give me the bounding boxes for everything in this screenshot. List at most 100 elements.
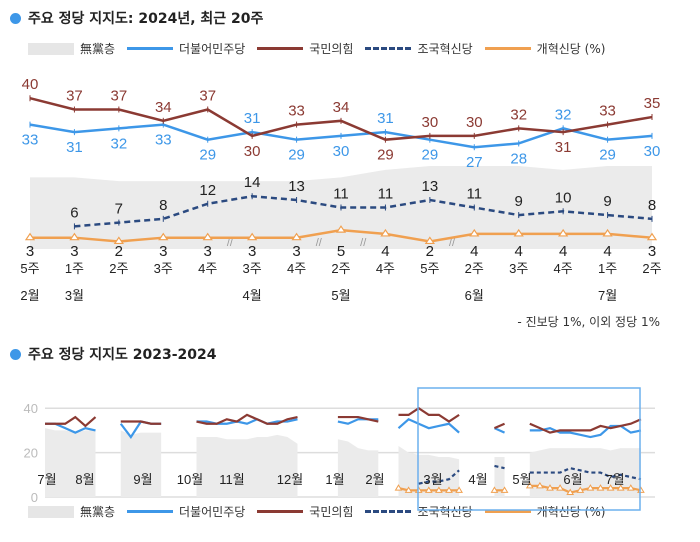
- data-point-triangle: [525, 481, 534, 489]
- data-label: 32: [510, 106, 527, 123]
- data-label: 2: [426, 243, 434, 260]
- x-tick-label: 4주: [287, 261, 306, 276]
- data-label: 29: [377, 147, 394, 164]
- title-text: 주요 정당 지지도 2023-2024: [28, 347, 217, 363]
- data-point-triangle: [69, 232, 80, 241]
- data-label: 6: [70, 204, 78, 221]
- data-label: 33: [599, 103, 616, 120]
- legend-label: 개혁신당 (%): [536, 505, 606, 519]
- data-label: 3: [292, 243, 300, 260]
- x-tick-label: 3주: [243, 261, 262, 276]
- data-point-triangle: [558, 228, 569, 237]
- legend-label: 개혁신당 (%): [536, 42, 606, 56]
- data-label: 30: [644, 143, 661, 160]
- legend-item: 국민의힘: [257, 40, 353, 57]
- legend-label: 더불어민주당: [179, 505, 246, 519]
- data-label: 29: [288, 147, 305, 164]
- data-label: 3: [26, 243, 34, 260]
- data-point-triangle: [380, 228, 391, 237]
- legend-top: 無黨층 더불어민주당 국민의힘 조국혁신당 개혁신당 (%): [28, 40, 617, 57]
- title-text: 주요 정당 지지도: 2024년, 최근 20주: [28, 11, 264, 27]
- x-tick-label: 1주: [65, 261, 84, 276]
- data-label: 3: [70, 243, 78, 260]
- data-point-triangle: [616, 484, 625, 491]
- data-label: 4: [559, 243, 567, 260]
- axis-break-mark: //: [227, 237, 234, 249]
- legend-swatch: [28, 42, 74, 55]
- data-point-triangle: [556, 484, 564, 491]
- data-point-triangle: [513, 228, 524, 237]
- legend-item: 無黨층: [28, 40, 115, 57]
- series-line-ppp: [529, 418, 642, 434]
- data-label: 30: [333, 143, 350, 160]
- month-label: 3월: [423, 472, 442, 487]
- data-label: 37: [199, 88, 216, 105]
- legend-swatch: [127, 47, 174, 50]
- independents-area: [337, 439, 379, 497]
- data-label: 4: [603, 243, 611, 260]
- data-point-triangle: [566, 488, 575, 496]
- legend-swatch: [257, 47, 304, 50]
- data-point-triangle: [576, 486, 585, 493]
- x-tick-label: 1주: [598, 261, 617, 276]
- data-point-triangle: [586, 484, 595, 491]
- data-label: 7: [115, 201, 123, 218]
- data-label: 31: [244, 110, 261, 127]
- axis-break-mark: //: [316, 237, 323, 249]
- data-label: 3: [248, 243, 256, 260]
- month-label: 4월: [468, 472, 487, 487]
- data-label: 33: [155, 132, 172, 149]
- data-label: 9: [603, 193, 611, 210]
- legend-label: 국민의힘: [309, 505, 354, 519]
- legend-bottom: 無黨층 더불어민주당 국민의힘 조국혁신당 개혁신당 (%): [28, 503, 617, 520]
- month-label: 4월: [243, 288, 262, 303]
- month-label: 7월: [605, 472, 624, 487]
- data-point-triangle: [158, 232, 169, 241]
- x-tick-label: 2주: [642, 261, 661, 276]
- month-label: 2월: [365, 472, 384, 487]
- data-label: 35: [644, 95, 661, 112]
- data-label: 34: [155, 99, 172, 116]
- independents-area: [45, 428, 96, 497]
- data-point-triangle: [469, 228, 480, 237]
- data-point-triangle: [202, 232, 213, 241]
- legend-item: 조국혁신당: [365, 503, 473, 520]
- series-line-dem: [494, 427, 505, 434]
- legend-swatch: [365, 510, 412, 513]
- legend-swatch: [28, 505, 74, 518]
- data-label: 3: [648, 243, 656, 260]
- month-label: 10월: [177, 472, 203, 487]
- y-tick-label: 40: [24, 401, 38, 416]
- data-label: 31: [66, 139, 83, 156]
- data-point-triangle: [602, 228, 613, 237]
- footnote: - 진보당 1%, 이외 정당 1%: [517, 315, 660, 329]
- bullet-icon: [10, 348, 21, 360]
- data-point-triangle: [291, 232, 302, 241]
- data-label: 40: [22, 76, 39, 93]
- legend-swatch: [484, 510, 531, 513]
- legend-label: 국민의힘: [309, 42, 354, 56]
- data-point-triangle: [445, 486, 453, 493]
- month-label: 2월: [20, 288, 39, 303]
- chart-title-longterm: 주요 정당 지지도 2023-2024: [10, 344, 217, 364]
- data-label: 31: [555, 139, 572, 156]
- legend-label: 더불어민주당: [179, 42, 246, 56]
- data-label: 4: [381, 243, 389, 260]
- series-line-dem: [397, 418, 460, 434]
- data-point-triangle: [394, 484, 403, 491]
- data-label: 30: [244, 143, 261, 160]
- data-label: 32: [111, 135, 128, 152]
- data-point-triangle: [455, 486, 463, 493]
- legend-swatch: [484, 47, 531, 50]
- data-point-triangle: [596, 484, 605, 491]
- data-label: 11: [378, 186, 394, 203]
- axis-break-mark: //: [449, 237, 456, 249]
- y-tick-label: 20: [24, 446, 38, 461]
- data-point-triangle: [113, 236, 124, 245]
- data-label: 31: [377, 110, 394, 127]
- data-label: 14: [244, 174, 261, 191]
- data-point-triangle: [546, 484, 554, 491]
- legend-item: 개혁신당 (%): [484, 40, 606, 57]
- legend-item: 더불어민주당: [127, 503, 245, 520]
- x-tick-label: 5주: [20, 261, 39, 276]
